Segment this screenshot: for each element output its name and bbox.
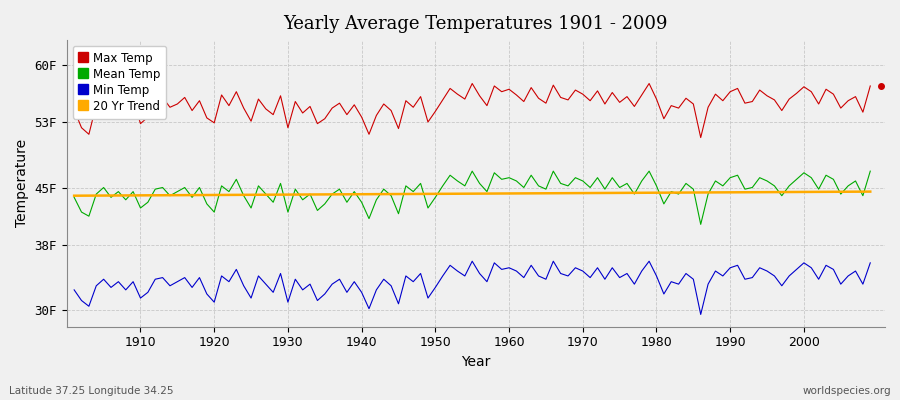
X-axis label: Year: Year [461, 355, 491, 369]
Mean Temp [511, 178, 522, 183]
Min Temp [68, 288, 79, 292]
Mean Temp [68, 195, 79, 200]
Min Temp [290, 277, 301, 282]
Mean Temp [865, 169, 876, 174]
Mean Temp [290, 187, 301, 192]
Max Temp [511, 92, 522, 97]
Min Temp [128, 279, 139, 284]
Line: 20 Yr Trend: 20 Yr Trend [74, 192, 870, 196]
Y-axis label: Temperature: Temperature [15, 139, 29, 228]
Mean Temp [696, 222, 706, 227]
Min Temp [696, 312, 706, 317]
Legend: Max Temp, Mean Temp, Min Temp, 20 Yr Trend: Max Temp, Mean Temp, Min Temp, 20 Yr Tre… [73, 46, 166, 119]
Max Temp [467, 81, 478, 86]
Text: worldspecies.org: worldspecies.org [803, 386, 891, 396]
Min Temp [467, 259, 478, 264]
Mean Temp [467, 169, 478, 174]
20 Yr Trend [128, 193, 139, 198]
Max Temp [696, 135, 706, 140]
Line: Mean Temp: Mean Temp [74, 171, 870, 224]
20 Yr Trend [865, 189, 876, 194]
Mean Temp [128, 189, 139, 194]
20 Yr Trend [290, 192, 301, 197]
20 Yr Trend [592, 191, 603, 196]
Text: Latitude 37.25 Longitude 34.25: Latitude 37.25 Longitude 34.25 [9, 386, 174, 396]
Max Temp [334, 101, 345, 106]
Max Temp [128, 98, 139, 102]
Max Temp [865, 84, 876, 88]
Line: Max Temp: Max Temp [74, 84, 870, 138]
Line: Min Temp: Min Temp [74, 261, 870, 314]
Max Temp [68, 107, 79, 112]
20 Yr Trend [334, 192, 345, 197]
Min Temp [504, 265, 515, 270]
Max Temp [599, 102, 610, 106]
Max Temp [504, 87, 515, 92]
Min Temp [334, 277, 345, 282]
Title: Yearly Average Temperatures 1901 - 2009: Yearly Average Temperatures 1901 - 2009 [284, 15, 668, 33]
Mean Temp [504, 175, 515, 180]
Mean Temp [334, 187, 345, 192]
Mean Temp [599, 187, 610, 192]
20 Yr Trend [68, 193, 79, 198]
Min Temp [599, 277, 610, 282]
Min Temp [511, 269, 522, 274]
20 Yr Trend [504, 191, 515, 196]
Min Temp [865, 260, 876, 265]
20 Yr Trend [496, 191, 507, 196]
Max Temp [290, 99, 301, 104]
